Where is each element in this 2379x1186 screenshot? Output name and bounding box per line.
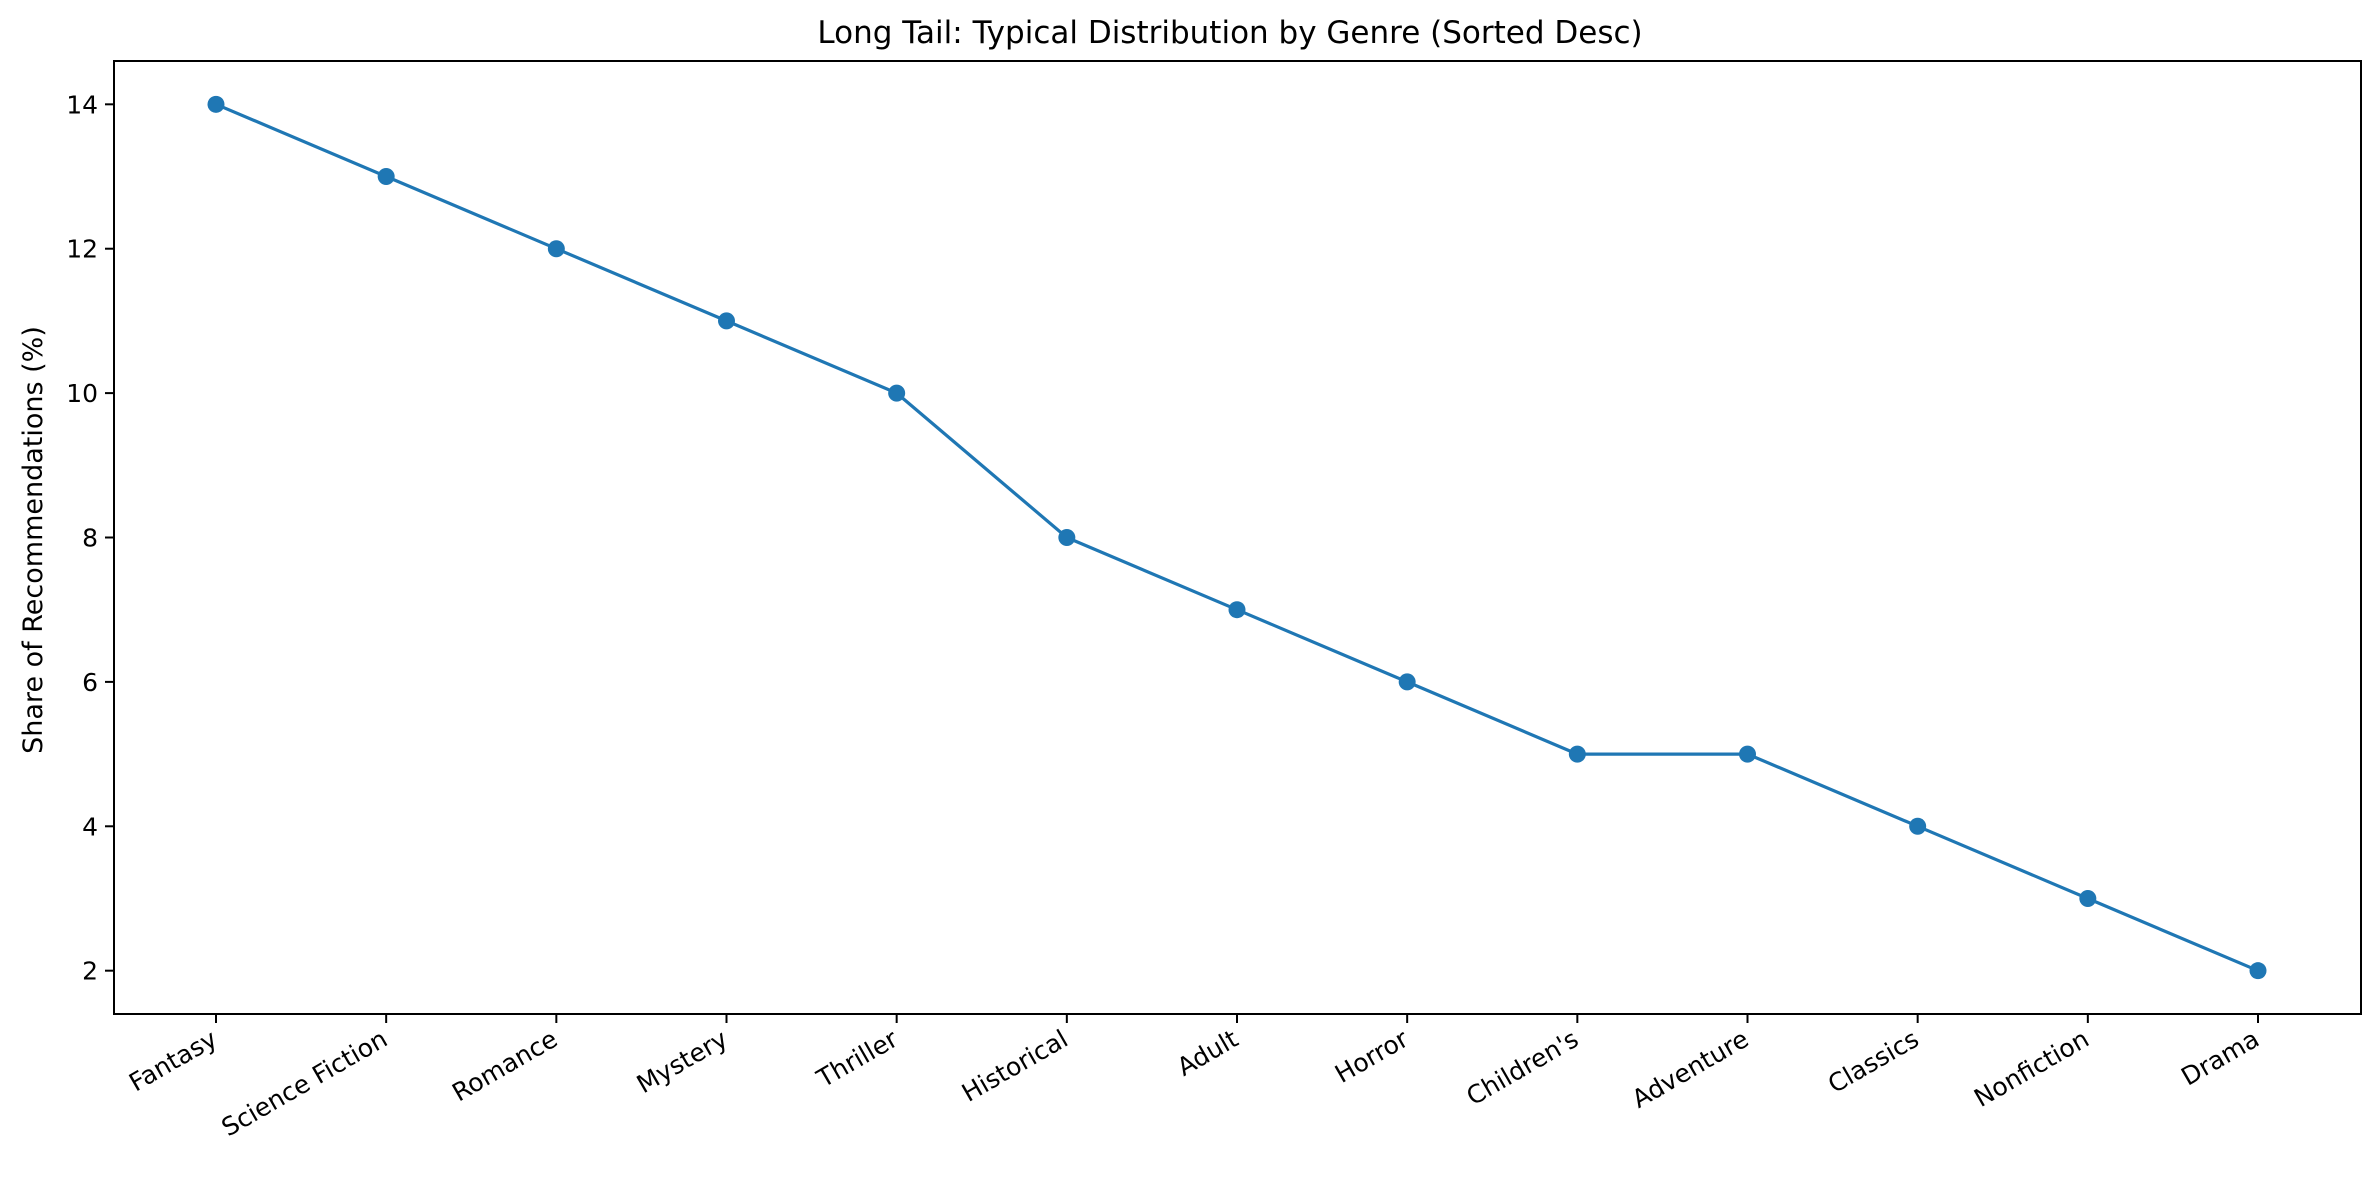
data-point: [377, 168, 395, 186]
x-tick-label: Fantasy: [124, 1024, 222, 1097]
x-tick-label: Classics: [1823, 1024, 1924, 1099]
x-tick-label: Children's: [1462, 1024, 1584, 1111]
y-axis-label: Share of Recommendations (%): [18, 326, 49, 754]
y-axis-ticks: 2 4 6 8 10 12 14: [66, 90, 114, 986]
data-point: [1398, 673, 1416, 691]
data-point: [547, 240, 565, 258]
data-point: [2249, 962, 2267, 980]
x-tick-label: Thriller: [811, 1024, 903, 1094]
data-point: [888, 384, 906, 402]
data-point: [207, 95, 225, 113]
y-tick-label: 8: [82, 524, 98, 553]
y-tick-label: 2: [82, 957, 98, 986]
series-layer: [207, 95, 2267, 980]
y-tick-label: 12: [66, 235, 98, 264]
x-tick-label: Mystery: [632, 1024, 733, 1099]
y-tick-label: 14: [66, 90, 98, 119]
series-line: [214, 102, 2260, 973]
chart-title: Long Tail: Typical Distribution by Genre…: [817, 15, 1642, 51]
x-tick-label: Adult: [1172, 1024, 1243, 1082]
y-tick-label: 6: [82, 668, 98, 697]
data-point: [1909, 817, 1927, 835]
x-tick-label: Adventure: [1627, 1024, 1753, 1114]
x-tick-label: Drama: [2176, 1024, 2264, 1091]
data-point: [1228, 601, 1246, 619]
x-tick-label: Horror: [1330, 1024, 1414, 1089]
data-point: [1568, 745, 1586, 763]
plot-frame: [113, 60, 2362, 1015]
y-tick-label: 10: [66, 379, 98, 408]
data-point: [1739, 745, 1756, 763]
x-tick-label: Science Fiction: [217, 1024, 393, 1142]
x-tick-label: Historical: [957, 1024, 1073, 1108]
data-point: [1058, 529, 1076, 546]
y-tick-label: 4: [82, 812, 98, 841]
data-point: [2079, 889, 2097, 907]
data-point: [718, 312, 735, 330]
x-tick-label: Romance: [447, 1024, 562, 1107]
x-tick-label: Nonfiction: [1969, 1024, 2094, 1113]
